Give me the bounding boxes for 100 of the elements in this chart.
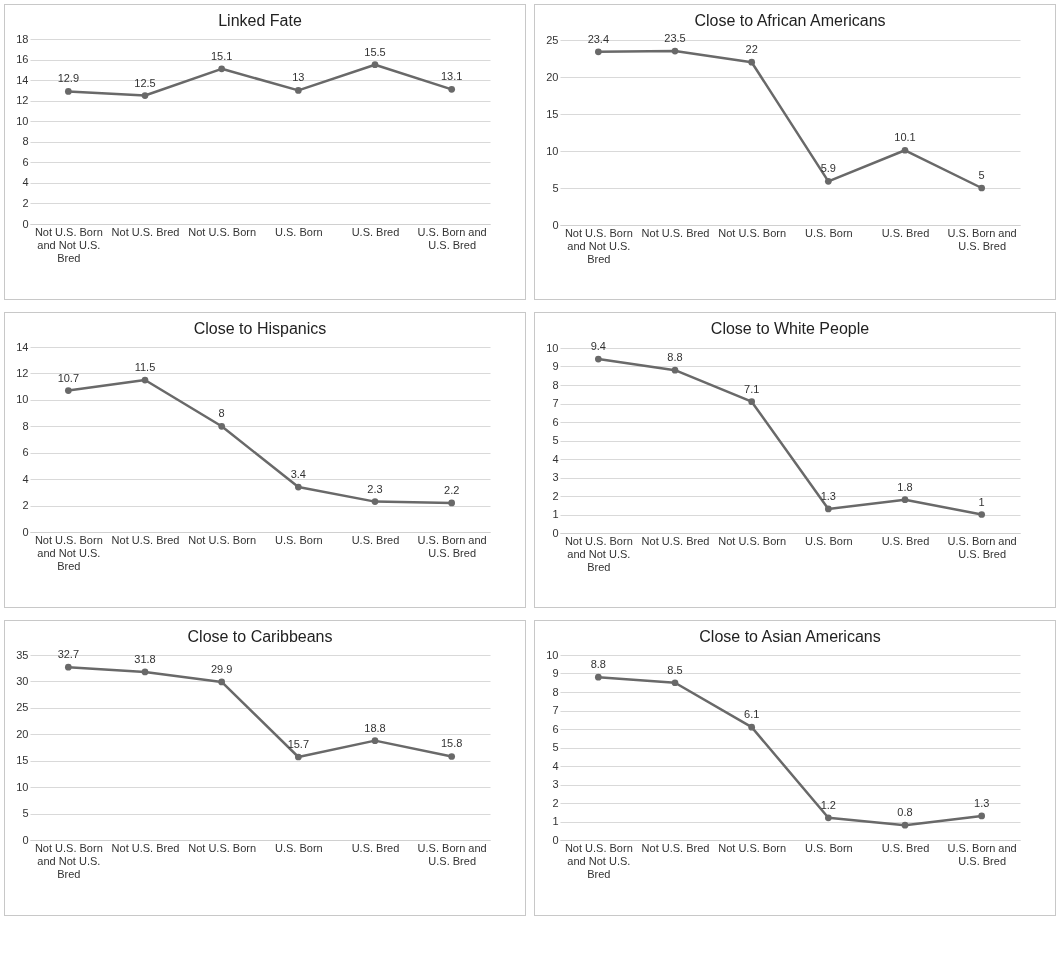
point <box>448 753 456 760</box>
point <box>294 87 302 94</box>
x-tick-label: Not U.S. Born <box>718 841 787 854</box>
data-label: 7.1 <box>744 382 760 395</box>
chart-title: Close to Asian Americans <box>699 628 881 645</box>
x-tick-label: U.S. Born and U.S. Bred <box>947 534 1017 560</box>
chart-title: Close to White People <box>710 320 870 338</box>
data-label: 5 <box>978 169 985 181</box>
point <box>824 505 832 513</box>
x-tick-label: U.S. Born and U.S. Bred <box>417 533 487 559</box>
y-tick-label: 8 <box>22 135 29 148</box>
point <box>448 499 456 507</box>
y-tick-label: 14 <box>16 340 29 353</box>
y-tick-label: 10 <box>16 114 29 127</box>
point <box>748 723 756 731</box>
y-tick-label: 9 <box>552 667 559 679</box>
data-label: 29.9 <box>210 662 233 675</box>
x-tick-label: U.S. Born <box>804 226 853 239</box>
x-tick-label: U.S. Bred <box>881 534 930 547</box>
data-label: 15.5 <box>364 45 386 58</box>
x-tick-label: U.S. Born <box>274 533 323 546</box>
x-tick-label: U.S. Born <box>804 534 853 547</box>
data-label: 1.2 <box>820 798 836 811</box>
x-tick-label: Not U.S. Bred <box>641 841 710 854</box>
y-tick-label: 12 <box>16 94 29 107</box>
x-tick-label: U.S. Born <box>804 841 853 854</box>
y-tick-label: 12 <box>16 366 29 379</box>
y-tick-label: 14 <box>16 73 29 86</box>
point <box>294 753 302 761</box>
y-tick-label: 7 <box>552 704 559 716</box>
y-tick-label: 16 <box>16 53 29 66</box>
y-tick-label: 0 <box>552 526 559 539</box>
point <box>594 355 602 363</box>
point <box>824 177 832 185</box>
data-label: 31.8 <box>134 652 156 665</box>
y-tick-label: 2 <box>552 489 559 502</box>
x-tick-label: Not U.S. Born and Not U.S. Bred <box>564 534 633 573</box>
y-tick-label: 8 <box>552 378 559 391</box>
x-tick-label: Not U.S. Born <box>188 225 257 238</box>
y-tick-label: 15 <box>546 107 559 120</box>
data-label: 11.5 <box>134 361 156 374</box>
x-tick-label: Not U.S. Bred <box>111 225 180 238</box>
point <box>824 814 832 822</box>
x-tick-label: U.S. Bred <box>881 841 930 854</box>
x-tick-label: Not U.S. Born and Not U.S. Bred <box>564 226 633 265</box>
data-label: 22 <box>745 43 758 56</box>
y-tick-label: 1 <box>552 508 559 520</box>
point <box>141 376 149 384</box>
point <box>978 184 986 192</box>
point <box>671 366 679 374</box>
y-tick-label: 2 <box>552 796 559 809</box>
y-tick-label: 3 <box>552 778 559 790</box>
chart-title: Close to African Americans <box>694 12 886 30</box>
y-tick-label: 20 <box>16 727 29 740</box>
x-tick-label: U.S. Bred <box>881 226 930 239</box>
y-tick-label: 6 <box>552 415 559 428</box>
point <box>64 387 72 394</box>
y-tick-label: 8 <box>22 419 29 432</box>
data-label: 23.4 <box>587 32 610 45</box>
point <box>64 88 72 95</box>
data-label: 3.4 <box>290 468 306 481</box>
chart-title: Close to Hispanics <box>193 320 327 337</box>
x-tick-label: Not U.S. Born <box>188 841 257 854</box>
y-tick-label: 35 <box>16 648 29 661</box>
data-label: 13.1 <box>440 70 463 83</box>
x-tick-label: U.S. Born <box>274 225 323 238</box>
data-label: 2.3 <box>367 482 383 495</box>
data-label: 6.1 <box>744 708 760 721</box>
point <box>671 47 679 55</box>
y-tick-label: 6 <box>22 155 29 168</box>
x-tick-label: U.S. Born and U.S. Bred <box>947 841 1017 867</box>
x-tick-label: U.S. Born <box>274 841 323 854</box>
x-tick-label: Not U.S. Bred <box>641 226 710 239</box>
data-label: 23.5 <box>664 32 686 45</box>
point <box>978 812 986 820</box>
y-tick-label: 15 <box>16 754 29 767</box>
y-tick-label: 4 <box>22 472 29 485</box>
x-tick-label: U.S. Born and U.S. Bred <box>947 226 1017 252</box>
data-label: 9.4 <box>590 340 606 353</box>
x-tick-label: U.S. Born and U.S. Bred <box>417 225 487 251</box>
y-tick-label: 25 <box>546 33 559 46</box>
data-label: 2.2 <box>444 483 460 496</box>
y-tick-label: 3 <box>552 471 559 483</box>
point <box>371 61 379 69</box>
y-tick-label: 10 <box>16 393 29 406</box>
data-label: 12.9 <box>57 72 80 85</box>
data-label: 8 <box>218 407 225 420</box>
y-tick-label: 25 <box>16 701 29 714</box>
x-tick-label: Not U.S. Born <box>718 226 787 239</box>
point <box>448 86 456 93</box>
point <box>371 737 379 744</box>
y-tick-label: 5 <box>552 181 559 194</box>
y-tick-label: 4 <box>22 176 29 189</box>
data-label: 18.8 <box>364 721 386 734</box>
x-tick-label: Not U.S. Born and Not U.S. Bred <box>564 841 633 880</box>
point <box>901 496 909 504</box>
point <box>901 146 909 154</box>
y-tick-label: 2 <box>22 196 29 209</box>
y-tick-label: 0 <box>552 833 559 846</box>
point <box>371 498 379 505</box>
